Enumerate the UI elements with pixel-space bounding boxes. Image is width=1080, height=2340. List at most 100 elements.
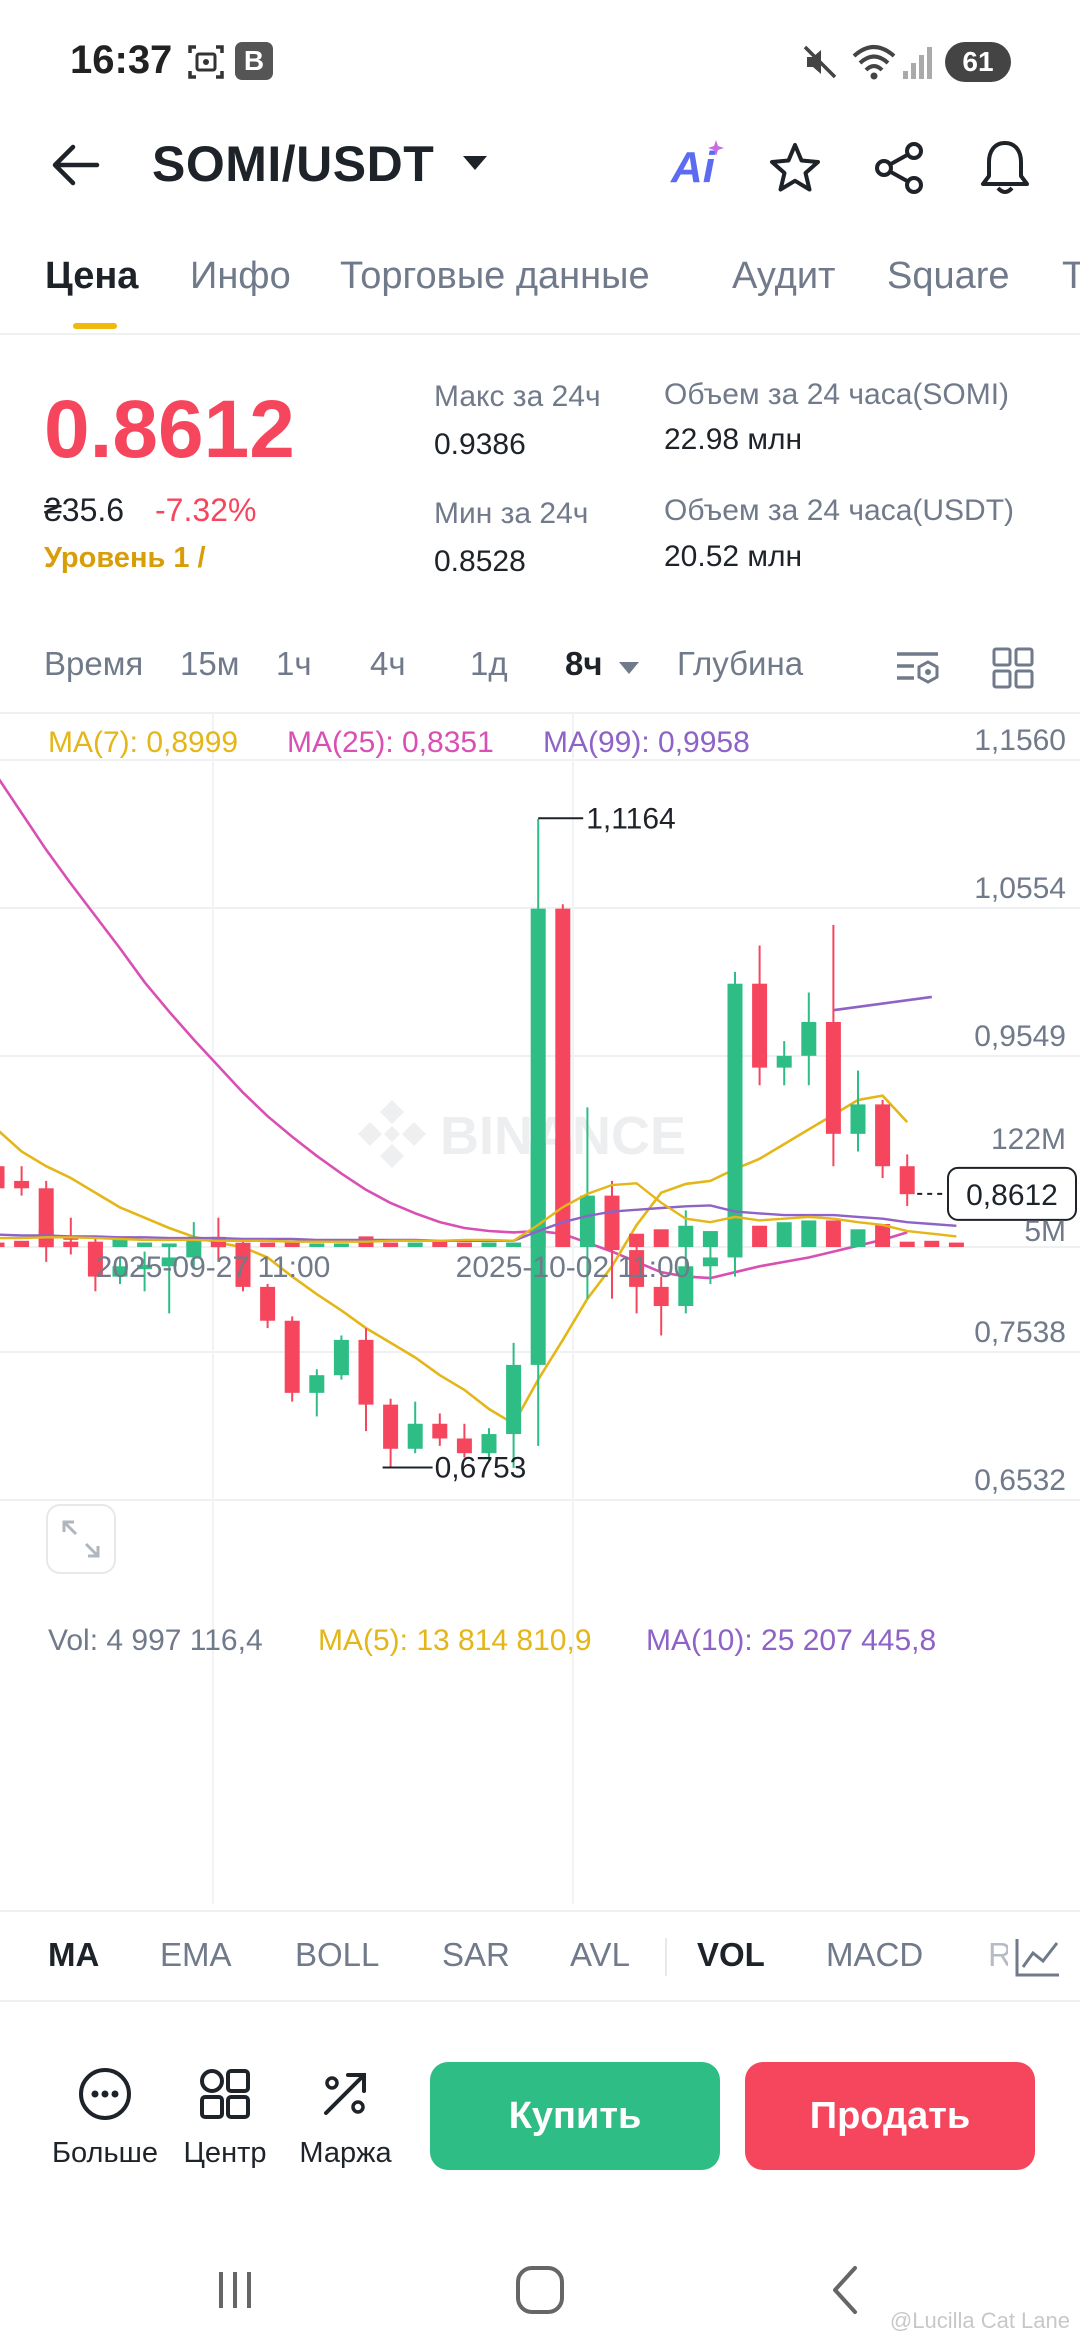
pair-dropdown-icon[interactable] (458, 148, 492, 178)
more-icon[interactable] (75, 2064, 135, 2124)
chart-area[interactable]: BINANCE 1,15601,05540,95490,75380,65321,… (0, 712, 1080, 1904)
sell-button[interactable]: Продать (745, 2062, 1035, 2170)
indicator-ma[interactable]: MA (48, 1936, 100, 1973)
signal-icon (900, 44, 936, 82)
candle-body (87, 1242, 103, 1277)
layout-grid-icon[interactable] (988, 643, 1038, 693)
indicator-sar[interactable]: SAR (442, 1936, 510, 1973)
share-icon[interactable] (868, 136, 932, 200)
volume-bar (752, 1225, 768, 1247)
indicator-boll[interactable]: BOLL (295, 1936, 380, 1973)
level-label[interactable]: Уровень 1 / (44, 542, 206, 574)
volume-bar (604, 1220, 620, 1247)
candle-body (801, 1021, 817, 1056)
ai-assistant-icon[interactable]: Ai (660, 140, 726, 196)
indicator-vol[interactable]: VOL (697, 1936, 765, 1973)
volume-bar (875, 1223, 891, 1247)
buy-button[interactable]: Купить (430, 2062, 720, 2170)
volume-bar (14, 1240, 30, 1247)
candle-body (629, 1250, 645, 1287)
pair-title[interactable]: SOMI/USDT (152, 136, 435, 192)
tab-more[interactable]: T (1062, 255, 1080, 297)
candle-body (579, 1195, 595, 1215)
tab-audit[interactable]: Аудит (732, 255, 836, 297)
candlestick-chart[interactable]: BINANCE 1,15601,05540,95490,75380,65321,… (0, 714, 1080, 1904)
tab-square[interactable]: Square (887, 255, 1010, 297)
volume-bar (825, 1220, 841, 1247)
price-axis-label: 1,1560 (974, 724, 1066, 757)
system-nav-bar: @Lucilla Cat Lane (0, 2240, 1080, 2340)
volume-bar (0, 1242, 5, 1247)
volume-bar (481, 1242, 497, 1247)
volume-bar (407, 1242, 423, 1247)
ma25-legend: MA(25): 0,8351 (287, 726, 494, 759)
interval-dropdown-icon[interactable] (617, 658, 641, 678)
interval-time[interactable]: Время (44, 645, 144, 682)
candle-body (284, 1320, 300, 1393)
interval-4h[interactable]: 4ч (370, 645, 406, 682)
candle-body (161, 1257, 177, 1267)
interval-8h[interactable]: 8ч (565, 645, 603, 682)
indicator-settings-icon[interactable] (1008, 1932, 1068, 1982)
chart-settings-icon[interactable] (893, 643, 943, 693)
indicator-r[interactable]: R (988, 1936, 1012, 1973)
current-price-value: 0,8612 (966, 1179, 1058, 1212)
interval-depth[interactable]: Глубина (677, 645, 804, 682)
candle-body (727, 983, 743, 1258)
mute-icon (800, 42, 840, 82)
candle-body (260, 1286, 276, 1321)
back-nav-icon[interactable] (815, 2258, 875, 2322)
low-24h-label: Мин за 24ч (434, 497, 589, 530)
notification-b-icon: B (235, 42, 273, 80)
volume-bar (555, 1139, 571, 1247)
volume-axis-min: 5M (1024, 1215, 1066, 1248)
volume-bar (284, 1242, 300, 1247)
candle-body (653, 1286, 669, 1307)
volume-bar (333, 1243, 349, 1247)
notification-bell-icon[interactable] (973, 134, 1037, 200)
candle-body (309, 1375, 325, 1393)
high-24h-label: Макс за 24ч (434, 380, 601, 413)
candle-body (702, 1257, 718, 1267)
interval-1h[interactable]: 1ч (276, 645, 312, 682)
back-arrow-icon[interactable] (45, 135, 105, 195)
margin-icon[interactable] (315, 2064, 375, 2124)
tab-trading-data[interactable]: Торговые данные (340, 255, 650, 297)
indicator-avl[interactable]: AVL (570, 1936, 630, 1973)
recent-apps-icon[interactable] (205, 2260, 265, 2320)
volume-bar (653, 1229, 669, 1247)
tab-info[interactable]: Инфо (190, 255, 291, 297)
low-24h-value: 0.8528 (434, 545, 526, 578)
price-axis-label: 0,6532 (974, 1464, 1066, 1497)
center-icon[interactable] (195, 2064, 255, 2124)
fullscreen-expand-icon[interactable] (46, 1504, 116, 1574)
tab-bar: Цена Инфо Торговые данные Аудит Square T (0, 245, 1080, 335)
home-icon[interactable] (508, 2258, 572, 2322)
candle-body (678, 1266, 694, 1307)
price-axis-label: 0,9549 (974, 1020, 1066, 1053)
price-axis-label: 1,0554 (974, 872, 1066, 905)
vol-quote-value: 20.52 млн (664, 540, 803, 573)
low-price-marker: 0,6753 (435, 1451, 527, 1484)
indicator-ema[interactable]: EMA (160, 1936, 232, 1973)
indicator-bar: MA EMA BOLL SAR AVL VOL MACD R (0, 1910, 1080, 2000)
interval-1d[interactable]: 1д (470, 645, 508, 682)
vol-ma10-legend: MA(10): 25 207 445,8 (646, 1624, 937, 1657)
tab-price[interactable]: Цена (45, 255, 139, 297)
favorite-star-icon[interactable] (763, 136, 827, 200)
ma7-line (0, 1094, 909, 1426)
indicator-macd[interactable]: MACD (826, 1936, 924, 1973)
status-bar: 16:37 B 61 (0, 0, 1080, 120)
trade-action-bar: Больше Центр Маржа Купить Продать (0, 2000, 1080, 2240)
volume-bar (678, 1225, 694, 1247)
last-price: 0.8612 (44, 384, 295, 475)
volume-ma5-line (0, 1182, 957, 1243)
candle-body (776, 1055, 792, 1068)
candle-body (875, 1104, 891, 1167)
volume-axis-max: 122M (991, 1123, 1066, 1156)
vol-quote-label: Объем за 24 часа(USDT) (664, 494, 1015, 527)
ma7-legend: MA(7): 0,8999 (48, 726, 239, 759)
high-24h-value: 0.9386 (434, 428, 526, 461)
ma99-legend: MA(99): 0,9958 (543, 726, 750, 759)
interval-15m[interactable]: 15м (180, 645, 240, 682)
